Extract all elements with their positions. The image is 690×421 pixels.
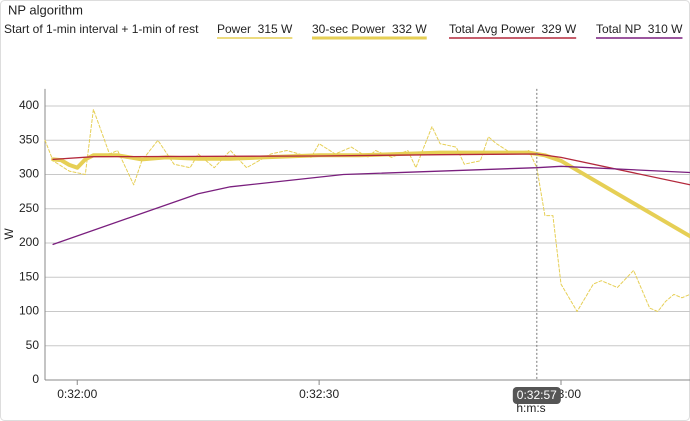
y-tick-label: 350 — [19, 132, 39, 146]
series-line — [44, 108, 690, 312]
y-tick-label: 300 — [19, 167, 39, 181]
series-line — [52, 153, 690, 186]
cursor-text: 0:32:57 — [517, 388, 557, 402]
chart-title: NP algorithm — [8, 2, 83, 17]
y-tick-label: 400 — [19, 98, 39, 112]
y-tick-label: 50 — [26, 338, 40, 352]
chart-subtitle: Start of 1-min interval + 1-min of rest — [4, 22, 199, 36]
legend-entry: Total NP 310 W — [596, 22, 683, 36]
series-line — [52, 165, 690, 246]
y-tick-label: 0 — [32, 372, 39, 386]
cursor-box — [512, 387, 561, 404]
legend-entry: 30-sec Power 332 W — [312, 22, 427, 36]
legend-entry: Total Avg Power 329 W — [449, 22, 577, 36]
x-tick-label: 0:32:00 — [57, 387, 97, 401]
legend-entry: Power 315 W — [217, 22, 293, 36]
y-axis-label: W — [2, 228, 16, 240]
y-tick-label: 100 — [19, 304, 39, 318]
y-tick-label: 200 — [19, 235, 39, 249]
y-tick-label: 250 — [19, 201, 39, 215]
series-line — [51, 150, 690, 239]
cursor-label: 0:32:57 — [512, 387, 561, 404]
x-axis-label: h:m:s — [516, 401, 545, 415]
y-tick-label: 150 — [19, 269, 39, 283]
x-tick-label: 0:32:30 — [299, 387, 339, 401]
